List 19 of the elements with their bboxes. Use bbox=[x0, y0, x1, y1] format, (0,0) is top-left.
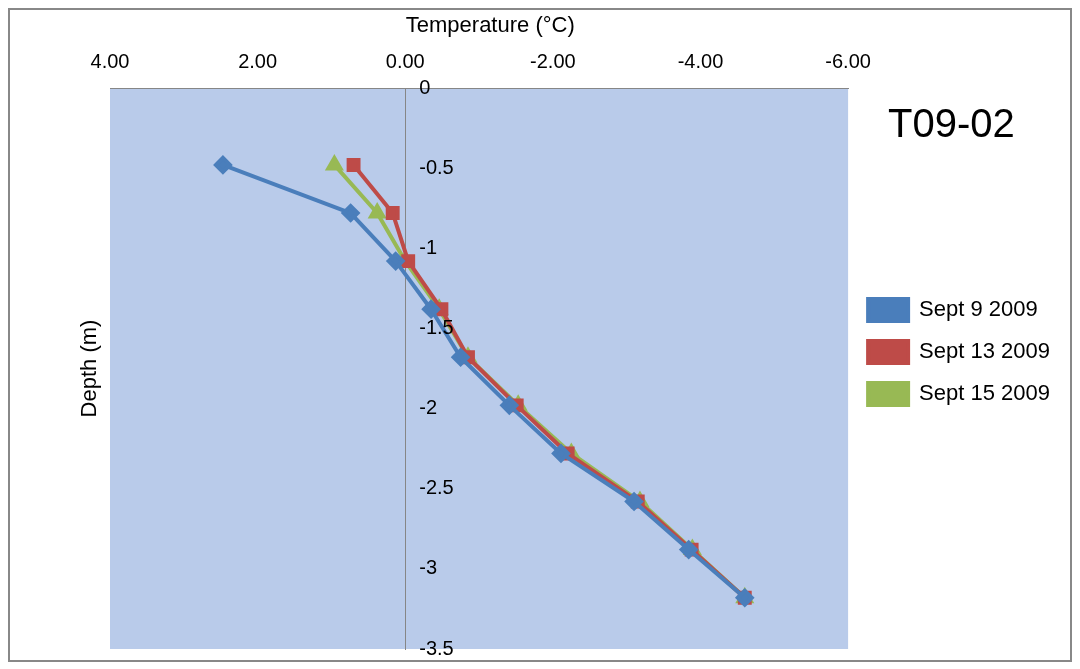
y-axis-title: Depth (m) bbox=[76, 319, 102, 418]
x-tick-label: -6.00 bbox=[825, 49, 871, 72]
y-tick-label: 0 bbox=[419, 75, 431, 98]
legend-label: Sept 13 2009 bbox=[919, 338, 1051, 364]
y-tick-label: -1 bbox=[419, 235, 438, 258]
x-axis-title: Temperature (°C) bbox=[405, 12, 575, 38]
y-tick-label: -2.5 bbox=[419, 476, 454, 499]
y-tick-label: -0.5 bbox=[419, 155, 454, 178]
x-tick-label: 4.00 bbox=[90, 49, 130, 72]
legend-label: Sept 9 2009 bbox=[919, 296, 1038, 322]
x-tick-label: 2.00 bbox=[238, 49, 278, 72]
x-tick-label: -2.00 bbox=[530, 49, 576, 72]
x-tick-label: -4.00 bbox=[677, 49, 724, 72]
x-tick-label: 0.00 bbox=[385, 49, 425, 72]
y-tick-label: -3 bbox=[419, 556, 438, 579]
y-tick-label: -3.5 bbox=[419, 636, 454, 659]
text: T09-02 bbox=[888, 101, 1015, 146]
legend-label: Sept 15 2009 bbox=[919, 380, 1051, 406]
y-tick-label: -2 bbox=[419, 396, 438, 419]
